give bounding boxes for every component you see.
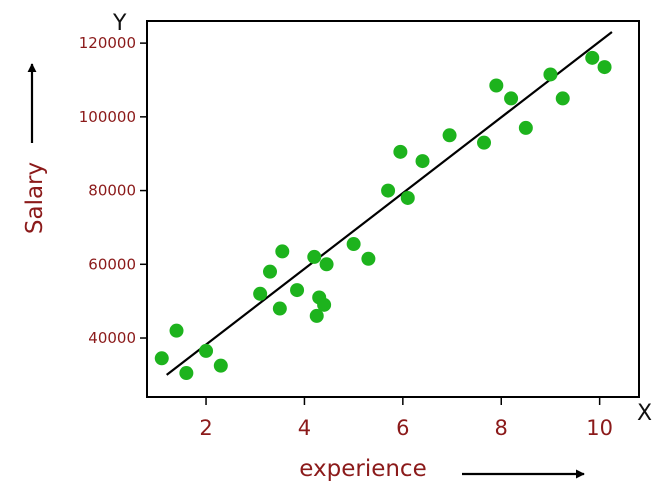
data-point <box>400 190 415 205</box>
data-point <box>317 297 332 312</box>
y-tick-label: 40000 <box>88 329 136 347</box>
data-point <box>597 60 612 75</box>
data-point <box>319 257 334 272</box>
data-point <box>263 264 277 279</box>
data-point <box>543 67 558 82</box>
data-point <box>309 308 324 323</box>
data-point <box>585 50 600 65</box>
data-point <box>213 358 228 373</box>
data-point <box>489 78 504 93</box>
data-point <box>154 351 169 366</box>
data-point <box>393 144 408 159</box>
y-axis-ticks: 40000 60000 80000 100000 120000 <box>79 34 147 347</box>
y-axis-letter: Y <box>112 11 127 36</box>
plot-frame <box>146 20 640 398</box>
data-point <box>275 244 290 259</box>
x-axis-ticks: 2 4 6 8 10 <box>199 397 613 440</box>
y-tick-label: 60000 <box>88 255 136 273</box>
data-point <box>477 135 492 150</box>
data-point <box>272 301 287 316</box>
x-tick-label: 2 <box>199 416 212 440</box>
x-axis-letter: X <box>637 401 652 426</box>
data-point <box>381 183 396 198</box>
x-tick-label: 10 <box>586 416 613 440</box>
data-points <box>154 50 612 381</box>
data-point <box>442 128 457 143</box>
trend-line <box>166 31 613 376</box>
y-tick-label: 120000 <box>79 34 136 52</box>
y-tick-label: 80000 <box>88 182 136 200</box>
data-point <box>518 120 533 135</box>
y-axis-title: Salary <box>22 162 48 234</box>
data-point <box>504 91 519 106</box>
x-tick-label: 8 <box>495 416 508 440</box>
data-point <box>199 343 214 358</box>
x-tick-label: 6 <box>396 416 409 440</box>
y-tick-label: 100000 <box>79 108 136 126</box>
data-point <box>346 237 361 252</box>
data-point <box>253 286 268 301</box>
data-point <box>555 91 570 106</box>
data-point <box>307 249 322 264</box>
data-point <box>169 323 184 338</box>
trend-line-group <box>166 31 613 376</box>
data-point <box>415 154 430 169</box>
x-tick-label: 4 <box>298 416 311 440</box>
data-point <box>179 366 194 381</box>
data-point <box>290 283 305 298</box>
x-axis-title: experience <box>299 456 426 482</box>
data-point <box>361 251 376 266</box>
